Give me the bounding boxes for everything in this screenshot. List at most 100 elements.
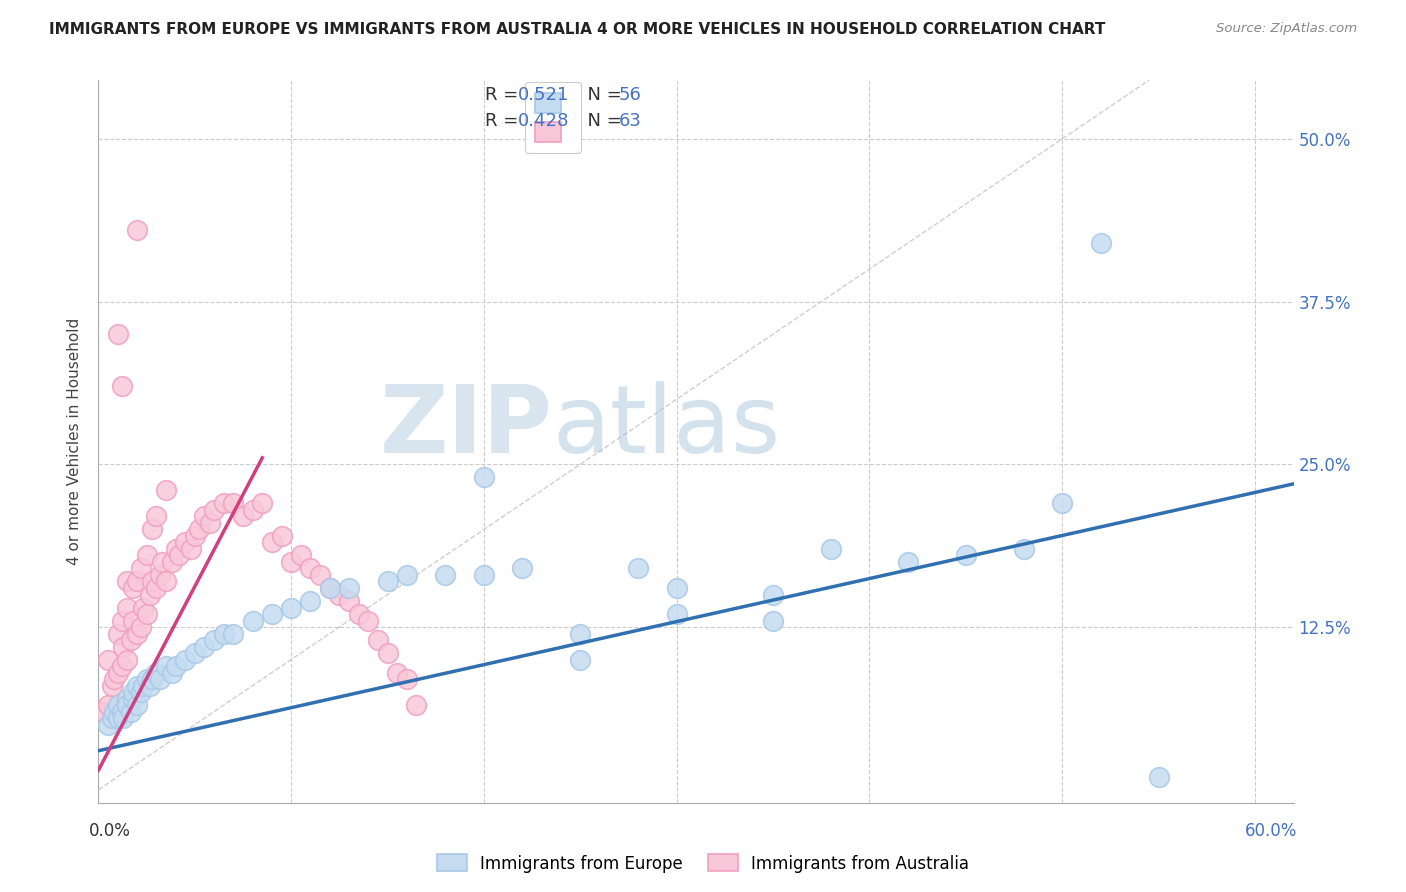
Point bbox=[169, 549, 191, 563]
Point bbox=[309, 568, 332, 582]
Point bbox=[160, 665, 183, 680]
Point bbox=[155, 483, 177, 498]
Point bbox=[193, 640, 215, 654]
Point bbox=[149, 568, 172, 582]
Point bbox=[125, 698, 148, 713]
Point bbox=[472, 568, 495, 582]
Point bbox=[112, 640, 135, 654]
Text: ZIP: ZIP bbox=[380, 381, 553, 473]
Point bbox=[135, 549, 157, 563]
Point bbox=[434, 568, 457, 582]
Point bbox=[377, 574, 399, 589]
Point bbox=[165, 659, 187, 673]
Point bbox=[145, 581, 167, 595]
Legend: Immigrants from Europe, Immigrants from Australia: Immigrants from Europe, Immigrants from … bbox=[430, 847, 976, 880]
Point bbox=[125, 223, 148, 237]
Point bbox=[117, 698, 139, 713]
Point bbox=[395, 672, 418, 686]
Point bbox=[385, 665, 409, 680]
Point bbox=[112, 711, 135, 725]
Point bbox=[665, 607, 688, 621]
Point bbox=[125, 626, 148, 640]
Text: atlas: atlas bbox=[553, 381, 780, 473]
Point bbox=[103, 672, 125, 686]
Point bbox=[117, 691, 139, 706]
Point bbox=[762, 587, 785, 601]
Point bbox=[141, 523, 163, 537]
Point bbox=[174, 652, 197, 666]
Point bbox=[107, 327, 129, 342]
Point bbox=[512, 561, 534, 575]
Text: IMMIGRANTS FROM EUROPE VS IMMIGRANTS FROM AUSTRALIA 4 OR MORE VEHICLES IN HOUSEH: IMMIGRANTS FROM EUROPE VS IMMIGRANTS FRO… bbox=[49, 22, 1105, 37]
Text: N =: N = bbox=[576, 87, 628, 104]
Point bbox=[97, 698, 120, 713]
Point bbox=[125, 679, 148, 693]
Point bbox=[665, 581, 688, 595]
Point bbox=[200, 516, 222, 530]
Y-axis label: 4 or more Vehicles in Household: 4 or more Vehicles in Household bbox=[67, 318, 83, 566]
Point bbox=[212, 626, 235, 640]
Point bbox=[569, 626, 592, 640]
Point bbox=[107, 665, 129, 680]
Point bbox=[252, 496, 274, 510]
Point bbox=[357, 614, 380, 628]
Point bbox=[110, 614, 132, 628]
Point bbox=[405, 698, 427, 713]
Point bbox=[820, 541, 842, 556]
Point bbox=[110, 379, 132, 393]
Point bbox=[270, 529, 292, 543]
Text: R =: R = bbox=[485, 112, 524, 130]
Point bbox=[184, 646, 207, 660]
Point bbox=[107, 698, 129, 713]
Point bbox=[141, 672, 163, 686]
Point bbox=[395, 568, 418, 582]
Point bbox=[117, 574, 139, 589]
Point bbox=[93, 705, 115, 719]
Point bbox=[129, 561, 152, 575]
Point bbox=[149, 672, 172, 686]
Point bbox=[367, 633, 389, 648]
Point bbox=[129, 685, 152, 699]
Point bbox=[328, 587, 350, 601]
Point bbox=[135, 672, 157, 686]
Point bbox=[627, 561, 650, 575]
Point bbox=[299, 561, 322, 575]
Point bbox=[97, 717, 120, 731]
Point bbox=[955, 549, 977, 563]
Point bbox=[160, 555, 183, 569]
Point bbox=[347, 607, 370, 621]
Point bbox=[139, 679, 162, 693]
Point bbox=[319, 581, 342, 595]
Point bbox=[101, 679, 124, 693]
Point bbox=[569, 652, 592, 666]
Text: 56: 56 bbox=[619, 87, 641, 104]
Point bbox=[290, 549, 312, 563]
Point bbox=[1012, 541, 1035, 556]
Point bbox=[242, 614, 264, 628]
Point bbox=[155, 659, 177, 673]
Point bbox=[117, 600, 139, 615]
Point bbox=[193, 509, 215, 524]
Point bbox=[1090, 235, 1112, 250]
Point bbox=[472, 470, 495, 484]
Point bbox=[101, 711, 124, 725]
Point bbox=[107, 626, 129, 640]
Text: 60.0%: 60.0% bbox=[1244, 822, 1298, 840]
Point bbox=[1050, 496, 1073, 510]
Point bbox=[110, 659, 132, 673]
Point bbox=[97, 652, 120, 666]
Point bbox=[337, 594, 360, 608]
Point bbox=[122, 581, 145, 595]
Point bbox=[129, 620, 152, 634]
Point bbox=[165, 541, 187, 556]
Point bbox=[184, 529, 207, 543]
Point bbox=[232, 509, 254, 524]
Point bbox=[125, 574, 148, 589]
Point bbox=[299, 594, 322, 608]
Point bbox=[242, 503, 264, 517]
Point bbox=[117, 652, 139, 666]
Text: N =: N = bbox=[576, 112, 628, 130]
Point bbox=[202, 633, 225, 648]
Text: Source: ZipAtlas.com: Source: ZipAtlas.com bbox=[1216, 22, 1357, 36]
Point bbox=[337, 581, 360, 595]
